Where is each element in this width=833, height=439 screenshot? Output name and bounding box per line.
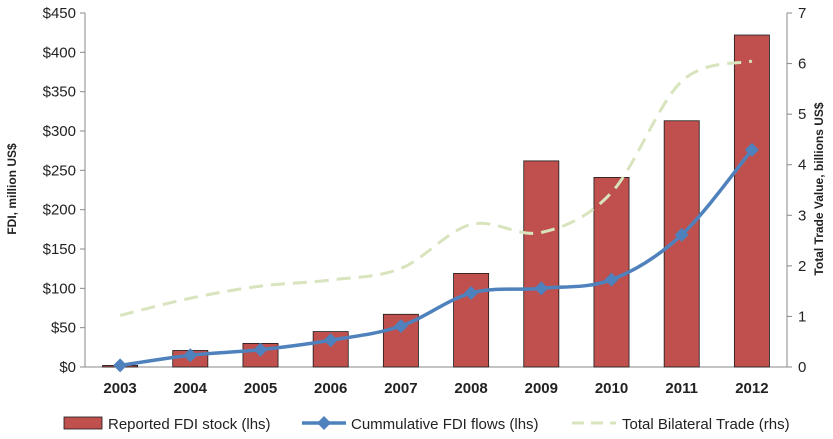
y2-tick-label: 0 (798, 359, 806, 376)
legend: Reported FDI stock (lhs) Cummulative FDI … (63, 416, 790, 433)
y2-tick-label: 6 (798, 56, 806, 73)
point-cumulative-fdi-flows (183, 348, 198, 363)
x-tick-label: 2009 (525, 380, 558, 397)
bar-fdi-stock (733, 34, 770, 368)
x-tick-label: 2011 (665, 380, 698, 397)
line-total-bilateral-trade (119, 59, 753, 317)
y2-tick-label: 7 (798, 5, 806, 22)
point-cumulative-fdi-flows (393, 319, 408, 334)
bar-fdi-stock (523, 160, 560, 368)
x-tick-label: 2004 (174, 380, 208, 397)
y-tick-label: $450 (43, 5, 76, 22)
x-tick-label: 2005 (244, 380, 277, 397)
y-tick-label: $200 (43, 202, 76, 219)
x-tick-label: 2010 (595, 380, 628, 397)
point-cumulative-fdi-flows (744, 142, 759, 157)
y-tick-label: $100 (43, 280, 76, 297)
point-cumulative-fdi-flows (464, 286, 479, 301)
point-cumulative-fdi-flows (534, 281, 549, 296)
x-tick-label: 2006 (314, 380, 347, 397)
point-cumulative-fdi-flows (113, 358, 128, 373)
legend-label-trade: Total Bilateral Trade (rhs) (622, 416, 790, 433)
legend-label-fdi-flows: Cummulative FDI flows (lhs) (351, 416, 539, 433)
bar-fdi-stock (593, 177, 630, 368)
y-tick-label: $250 (43, 162, 76, 179)
x-tick-label: 2008 (454, 380, 487, 397)
plot-area: $0 $50 $100 $150 $200 $250 $300 $350 $400 $450 0 1 2… (43, 5, 807, 397)
y2-tick-label: 4 (798, 157, 806, 174)
point-cumulative-fdi-flows (323, 333, 338, 348)
y-tick-label: $50 (51, 320, 76, 337)
y2-axis-title: Total Trade Value, billions US$ (812, 102, 826, 275)
bar-fdi-stock (453, 272, 490, 368)
y-tick-label: $0 (59, 359, 76, 376)
y-axis-title: FDI, million US$ (5, 143, 19, 235)
y2-tick-label: 2 (798, 258, 806, 275)
x-tick-label: 2007 (384, 380, 417, 397)
legend-label-fdi-stock: Reported FDI stock (lhs) (108, 416, 271, 433)
legend-marker-fdi-flows (317, 416, 331, 430)
y-tick-label: $350 (43, 84, 76, 101)
y-tick-label: $150 (43, 241, 76, 258)
y-tick-label: $300 (43, 123, 76, 140)
point-cumulative-fdi-flows (674, 227, 689, 242)
y-tick-label: $400 (43, 44, 76, 61)
point-cumulative-fdi-flows (604, 272, 619, 287)
x-tick-label: 2003 (103, 380, 136, 397)
y2-tick-label: 3 (798, 207, 806, 224)
y2-tick-label: 1 (798, 308, 806, 325)
y2-tick-label: 5 (798, 106, 806, 123)
point-cumulative-fdi-flows (253, 342, 268, 357)
line-cumulative-fdi-flows (119, 148, 754, 368)
x-tick-label: 2012 (735, 380, 768, 397)
legend-swatch-fdi-stock (63, 416, 103, 430)
